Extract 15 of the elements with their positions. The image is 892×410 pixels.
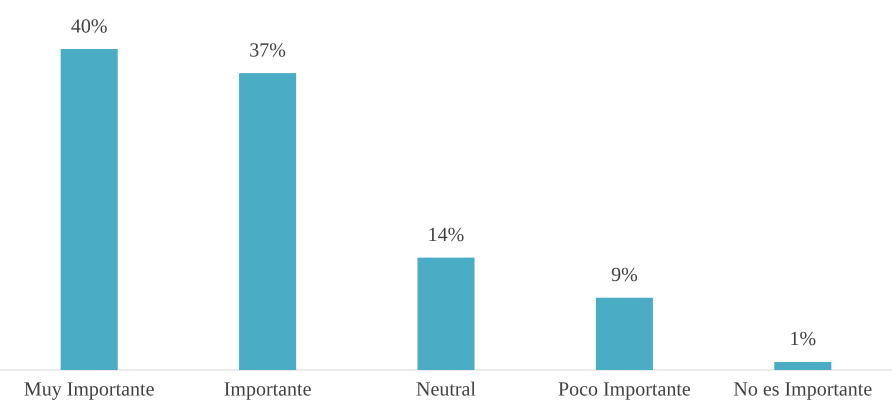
bar [239,73,296,370]
x-tick-label: Poco Importante [558,378,691,400]
data-label: 1% [789,328,816,350]
x-tick-label: Muy Importante [24,378,155,400]
bar [60,49,118,370]
x-tick-label: No es Importante [733,378,872,400]
data-label: 40% [70,15,108,38]
data-label: 37% [249,39,286,62]
x-tick-label: Importante [224,378,312,400]
bar [596,298,653,370]
data-label: 9% [611,264,638,286]
x-tick-label: Neutral [416,378,476,400]
bar [774,362,832,370]
data-label: 14% [428,224,464,246]
bar [417,258,475,370]
